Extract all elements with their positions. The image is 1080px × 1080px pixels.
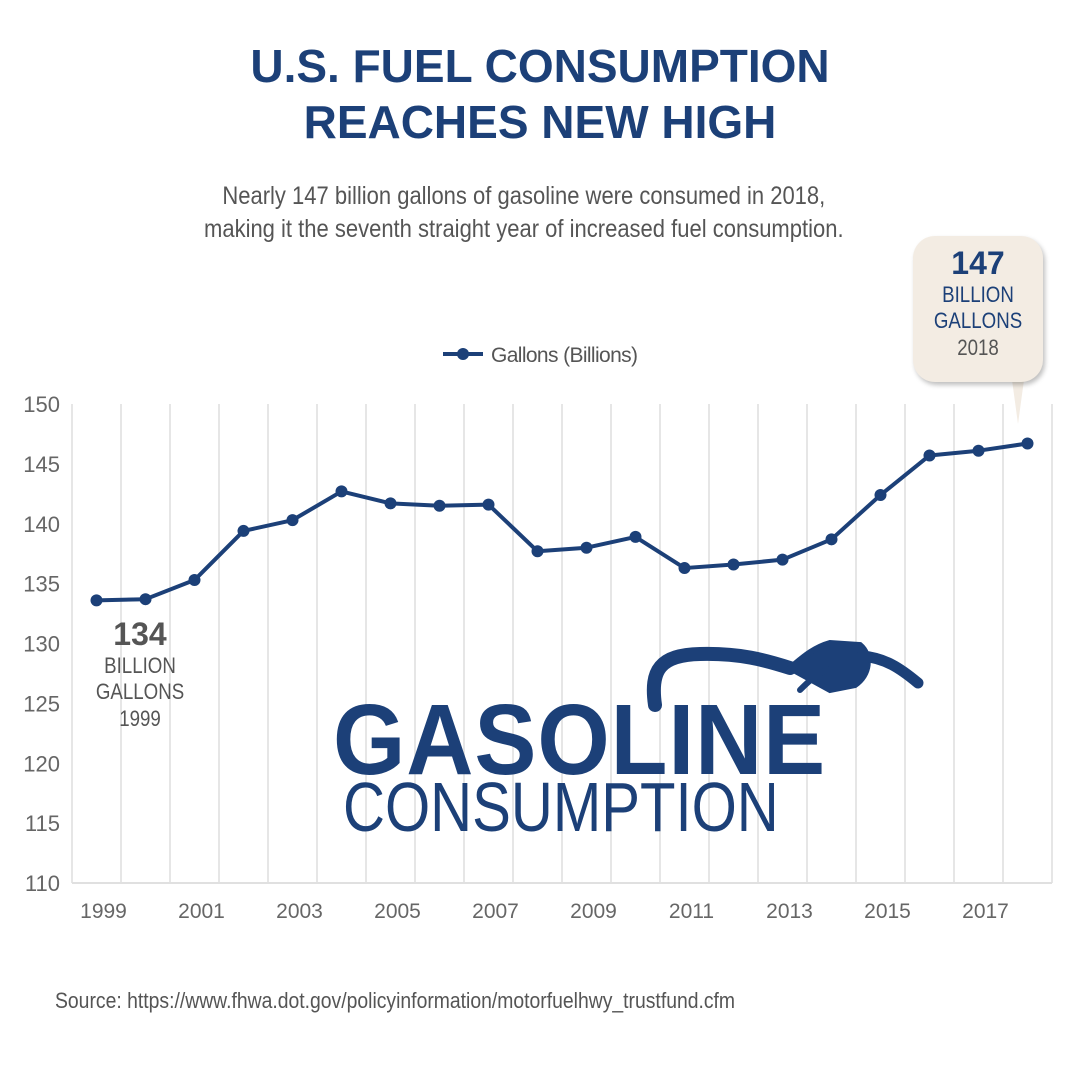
- data-point-2010: [629, 530, 642, 543]
- legend-marker: [457, 348, 469, 360]
- subtitle-line: Nearly 147 billion gallons of gasoline w…: [222, 182, 826, 210]
- x-tick-label: 2009: [570, 900, 617, 923]
- data-point-2001: [188, 574, 201, 587]
- y-tick-label: 140: [23, 512, 60, 537]
- y-tick-label: 135: [23, 572, 60, 597]
- page-title: U.S. FUEL CONSUMPTION REACHES NEW HIGH: [0, 38, 1080, 150]
- data-point-2012: [727, 558, 740, 571]
- start-annotation: 134 BILLION GALLONS 1999: [75, 615, 205, 733]
- data-point-2011: [678, 562, 691, 575]
- data-point-2018: [1021, 437, 1034, 450]
- x-tick-label: 2007: [472, 900, 519, 923]
- logo-gasoline: GASOLINE: [333, 684, 827, 796]
- data-point-2002: [237, 524, 250, 537]
- x-tick-label: 2015: [864, 900, 911, 923]
- title-line: REACHES NEW HIGH: [303, 96, 777, 148]
- end-callout: 147 BILLION GALLONS 2018: [913, 236, 1043, 382]
- subtitle: Nearly 147 billion gallons of gasoline w…: [62, 180, 986, 246]
- data-point-2015: [874, 489, 887, 502]
- logo-consumption: CONSUMPTION: [343, 768, 779, 846]
- data-point-2008: [531, 545, 544, 558]
- end-unit: BILLION: [942, 282, 1014, 307]
- x-tick-label: 2001: [178, 900, 225, 923]
- end-year: 2018: [957, 335, 999, 360]
- series-line: [96, 441, 1028, 603]
- data-point-2017: [972, 444, 985, 457]
- source-note: Source: https://www.fhwa.dot.gov/policyi…: [55, 988, 736, 1013]
- subtitle-line: making it the seventh straight year of i…: [204, 215, 844, 243]
- y-tick-label: 110: [25, 871, 60, 896]
- y-tick-label: 145: [23, 452, 60, 477]
- data-point-2000: [139, 593, 152, 606]
- x-tick-label: 2005: [374, 900, 421, 923]
- start-unit2: GALLONS: [95, 679, 185, 704]
- x-tick-label: 1999: [80, 900, 127, 923]
- y-tick-label: 125: [23, 691, 60, 716]
- start-unit: BILLION: [104, 653, 176, 678]
- start-value: 134: [113, 616, 167, 652]
- data-point-1999: [90, 594, 103, 607]
- start-year: 1999: [119, 706, 161, 731]
- y-tick-label: 150: [23, 392, 60, 417]
- data-point-2013: [776, 553, 789, 566]
- x-tick-label: 2011: [669, 900, 714, 923]
- end-unit2: GALLONS: [933, 308, 1023, 333]
- data-point-2007: [482, 498, 495, 511]
- data-point-2004: [335, 485, 348, 498]
- data-point-2006: [433, 499, 446, 512]
- data-point-2016: [923, 449, 936, 462]
- title-line: U.S. FUEL CONSUMPTION: [250, 40, 830, 92]
- end-value: 147: [951, 245, 1005, 281]
- callout-pointer: [1012, 380, 1024, 424]
- legend-label: Gallons (Billions): [491, 344, 638, 367]
- y-tick-label: 115: [25, 811, 60, 836]
- y-tick-label: 130: [23, 632, 60, 657]
- x-tick-label: 2013: [766, 900, 813, 923]
- data-point-2005: [384, 497, 397, 510]
- gas-pump-nozzle-icon: [646, 639, 924, 712]
- x-tick-label: 2003: [276, 900, 323, 923]
- legend: Gallons (Billions): [443, 344, 638, 367]
- x-tick-label: 2017: [962, 900, 1009, 923]
- data-point-2009: [580, 541, 593, 554]
- y-tick-label: 120: [23, 751, 60, 776]
- data-point-2014: [825, 533, 838, 546]
- data-point-2003: [286, 514, 299, 527]
